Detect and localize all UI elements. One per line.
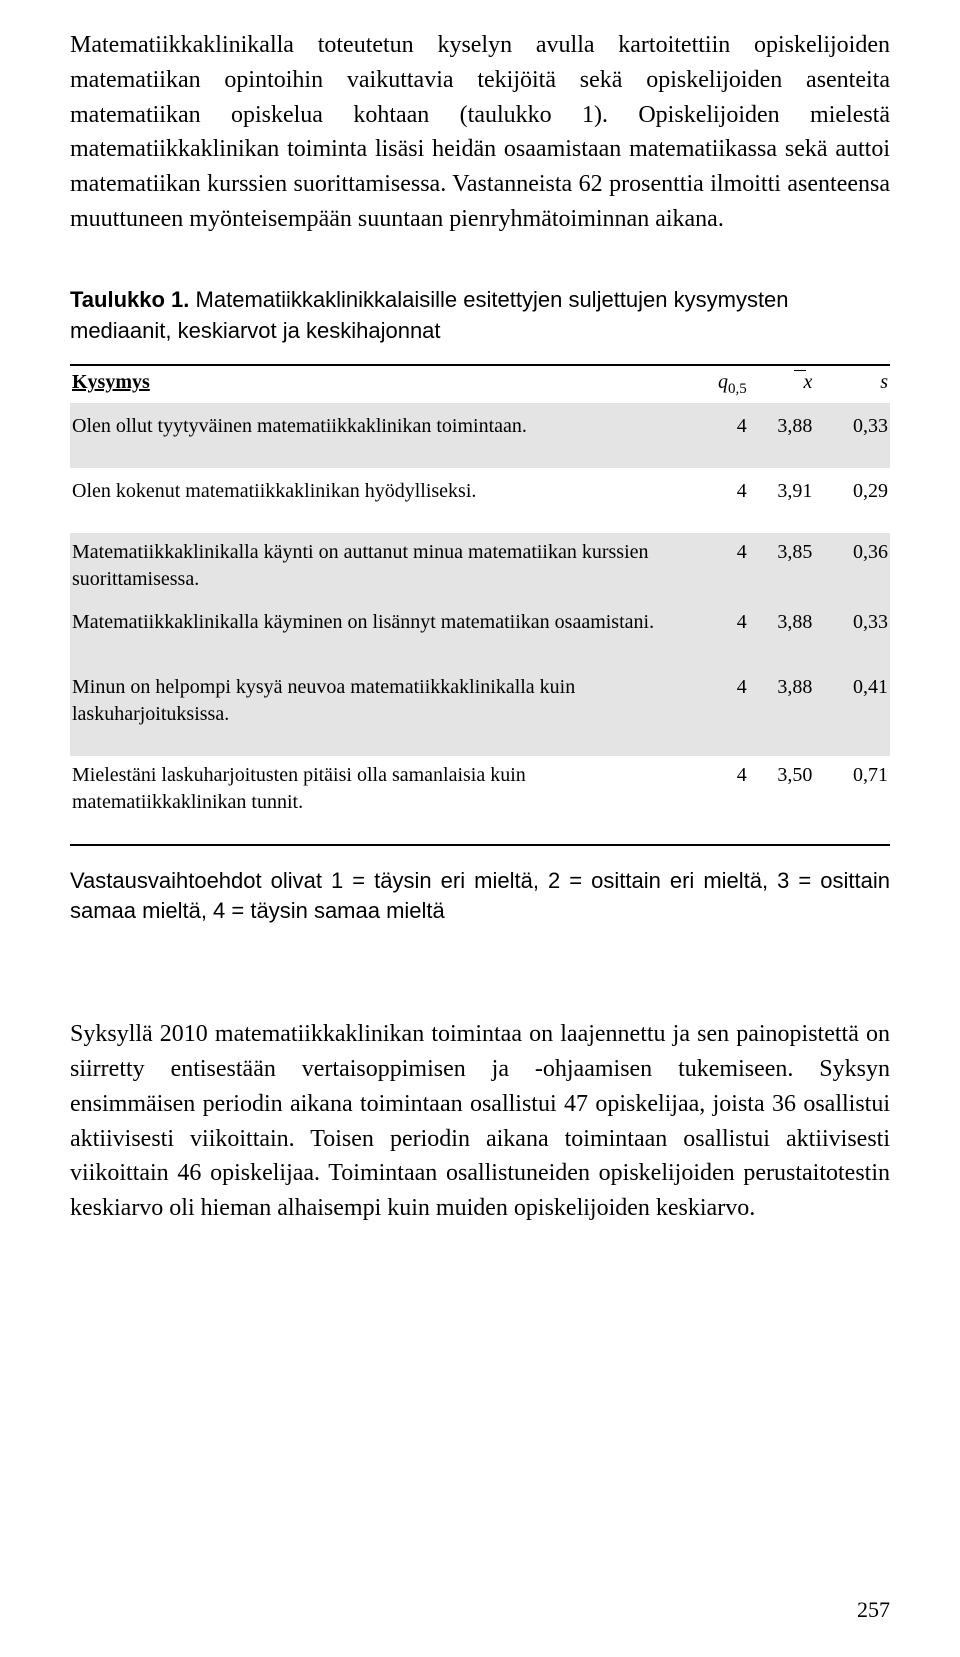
- cell-question: Mielestäni laskuharjoitusten pitäisi oll…: [70, 756, 701, 845]
- cell-mean: 3,88: [759, 403, 825, 468]
- col-header-mean: x: [759, 365, 825, 402]
- cell-sd: 0,71: [824, 756, 890, 845]
- cell-median: 4: [701, 403, 758, 468]
- table-row: Minun on helpompi kysyä neuvoa matematii…: [70, 664, 890, 756]
- cell-median: 4: [701, 533, 758, 599]
- cell-median: 4: [701, 664, 758, 756]
- page: Matematiikkaklinikalla toteutetun kysely…: [0, 0, 960, 1657]
- cell-question: Olen ollut tyytyväinen matematiikkaklini…: [70, 403, 701, 468]
- page-number: 257: [857, 1597, 890, 1623]
- cell-sd: 0,36: [824, 533, 890, 599]
- table-caption-label: Taulukko 1.: [70, 287, 189, 312]
- table-row: Matematiikkaklinikalla käynti on auttanu…: [70, 533, 890, 599]
- cell-question: Minun on helpompi kysyä neuvoa matematii…: [70, 664, 701, 756]
- cell-median: 4: [701, 468, 758, 533]
- cell-sd: 0,29: [824, 468, 890, 533]
- cell-median: 4: [701, 756, 758, 845]
- cell-sd: 0,33: [824, 599, 890, 664]
- cell-question: Olen kokenut matematiikkaklinikan hyödyl…: [70, 468, 701, 533]
- cell-question: Matematiikkaklinikalla käyminen on lisän…: [70, 599, 701, 664]
- cell-sd: 0,33: [824, 403, 890, 468]
- cell-sd: 0,41: [824, 664, 890, 756]
- cell-mean: 3,85: [759, 533, 825, 599]
- table-row: Matematiikkaklinikalla käyminen on lisän…: [70, 599, 890, 664]
- paragraph-followup: Syksyllä 2010 matematiikkaklinikan toimi…: [70, 1017, 890, 1226]
- cell-mean: 3,91: [759, 468, 825, 533]
- table-header-row: Kysymys q0,5 x s: [70, 365, 890, 402]
- response-scale-note: Vastausvaihtoehdot olivat 1 = täysin eri…: [70, 866, 890, 928]
- col-header-median: q0,5: [701, 365, 758, 402]
- paragraph-intro: Matematiikkaklinikalla toteutetun kysely…: [70, 28, 890, 237]
- cell-question: Matematiikkaklinikalla käynti on auttanu…: [70, 533, 701, 599]
- cell-mean: 3,88: [759, 664, 825, 756]
- table-row: Olen kokenut matematiikkaklinikan hyödyl…: [70, 468, 890, 533]
- cell-median: 4: [701, 599, 758, 664]
- stats-table: Kysymys q0,5 x s Olen ollut tyytyväinen …: [70, 364, 890, 845]
- col-header-question: Kysymys: [70, 365, 701, 402]
- cell-mean: 3,50: [759, 756, 825, 845]
- table-caption: Taulukko 1. Matematiikkaklinikkalaisille…: [70, 285, 890, 347]
- col-header-sd: s: [824, 365, 890, 402]
- cell-mean: 3,88: [759, 599, 825, 664]
- table-row: Olen ollut tyytyväinen matematiikkaklini…: [70, 403, 890, 468]
- table-row: Mielestäni laskuharjoitusten pitäisi oll…: [70, 756, 890, 845]
- table-body: Olen ollut tyytyväinen matematiikkaklini…: [70, 403, 890, 845]
